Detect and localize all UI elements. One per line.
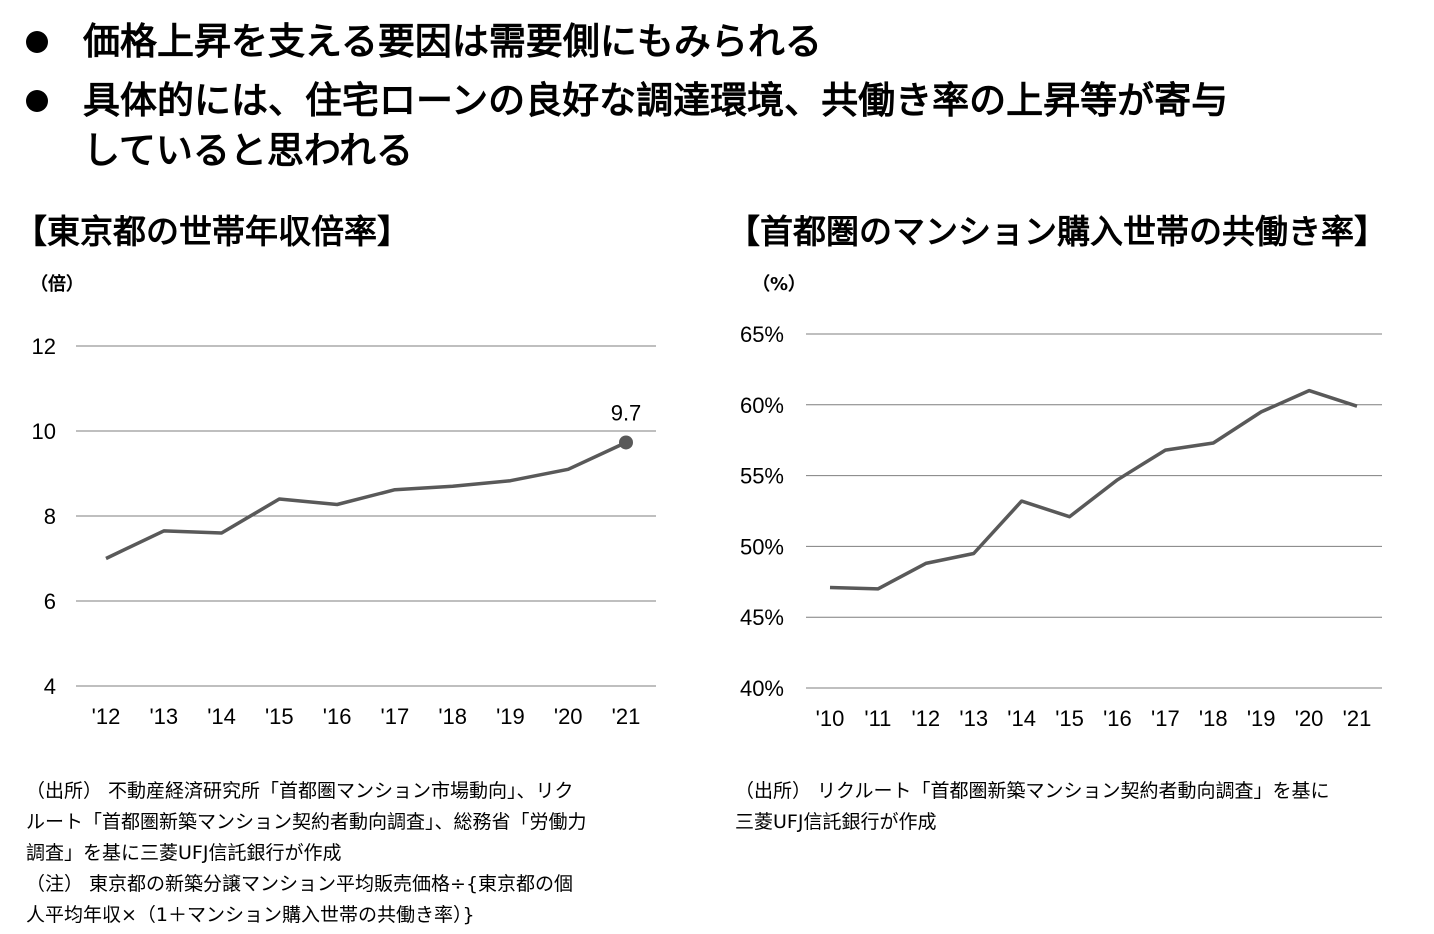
data-label: 9.7 [611,400,642,425]
chart-1-title: 【東京都の世帯年収倍率】 [14,212,410,251]
bullet-2-text: 具体的には、住宅ローンの良好な調達環境、共働き率の上昇等が寄与 していると思われ… [83,76,1228,176]
right-source-note: （出所） リクルート「首都圏新築マンション契約者動向調査」を基に 三菱UFJ信託… [735,776,1329,838]
bullet-2-line-2: していると思われる [83,129,414,172]
x-tick-label: '16 [323,704,352,729]
x-tick-label: '17 [381,704,410,729]
left-note-line-1: （注） 東京都の新築分譲マンション平均販売価格÷{東京都の個 [26,873,574,895]
bullet-dot [26,90,48,112]
x-tick-label: '13 [959,706,988,731]
x-tick-label: '20 [1295,706,1324,731]
x-tick-label: '21 [612,704,641,729]
y-tick-label: 12 [32,334,56,359]
series-line [105,440,627,561]
x-tick-label: '12 [92,704,121,729]
chart-2-unit: （%） [752,274,807,295]
y-tick-label: 10 [32,419,56,444]
chart-1-unit: （倍） [30,274,84,295]
right-source-line-2: 三菱UFJ信託銀行が作成 [735,811,937,833]
left-source-line-3: 調査」を基に三菱UFJ信託銀行が作成 [26,842,342,864]
data-point-marker [619,435,633,450]
left-note-line-2: 人平均年収×（1＋マンション購入世帯の共働き率）} [26,904,475,926]
chart-2-dual-income-rate: 40% 45% 50% 55% 60% 65% '10 '11 '12 '13 '14 '15 '16 '… [740,322,1382,731]
bullet-1-line-1: 価格上昇を支える要因は需要側にもみられる [83,20,822,63]
y-tick-label: 45% [740,605,784,630]
bullet-1: 価格上昇を支える要因は需要側にもみられる [26,17,822,67]
x-tick-label: '15 [1055,706,1084,731]
x-tick-label: '20 [554,704,583,729]
y-tick-label: 8 [44,504,56,529]
x-tick-label: '13 [149,704,178,729]
y-tick-label: 55% [740,464,784,489]
bullet-dot [26,31,48,53]
y-tick-label: 40% [740,676,784,701]
x-tick-label: '14 [1007,706,1036,731]
left-source-note: （出所） 不動産経済研究所「首都圏マンション市場動向」、リク ルート「首都圏新築… [26,776,587,931]
chart-2-title: 【首都圏のマンション購入世帯の共働き率】 [727,212,1387,251]
x-tick-label: '16 [1103,706,1132,731]
bullet-1-text: 価格上昇を支える要因は需要側にもみられる [83,17,822,67]
left-source-line-2: ルート「首都圏新築マンション契約者動向調査」、総務省「労働力 [26,811,587,833]
x-tick-label: '18 [1199,706,1228,731]
y-tick-label: 4 [44,674,56,699]
y-tick-label: 50% [740,534,784,559]
x-tick-label: '10 [816,706,845,731]
x-tick-label: '19 [1247,706,1276,731]
x-tick-label: '15 [265,704,294,729]
y-tick-label: 65% [740,322,784,347]
x-tick-label: '11 [864,706,891,731]
x-tick-label: '17 [1151,706,1180,731]
chart-1-household-income-ratio: 4 6 8 10 12 '12 '13 '14 '15 '16 '17 '18 '19 '20 '21 9.7 [32,334,656,729]
left-source-line-1: （出所） 不動産経済研究所「首都圏マンション市場動向」、リク [26,780,574,802]
bullet-2: 具体的には、住宅ローンの良好な調達環境、共働き率の上昇等が寄与 していると思われ… [26,76,1228,176]
series-line [829,388,1358,591]
x-tick-label: '21 [1343,706,1372,731]
bullet-2-line-1: 具体的には、住宅ローンの良好な調達環境、共働き率の上昇等が寄与 [83,79,1229,122]
y-tick-label: 60% [740,393,784,418]
x-tick-label: '18 [438,704,467,729]
x-tick-label: '12 [911,706,940,731]
y-tick-label: 6 [44,589,56,614]
x-tick-label: '14 [207,704,236,729]
x-tick-label: '19 [496,704,525,729]
right-source-line-1: （出所） リクルート「首都圏新築マンション契約者動向調査」を基に [735,780,1330,802]
